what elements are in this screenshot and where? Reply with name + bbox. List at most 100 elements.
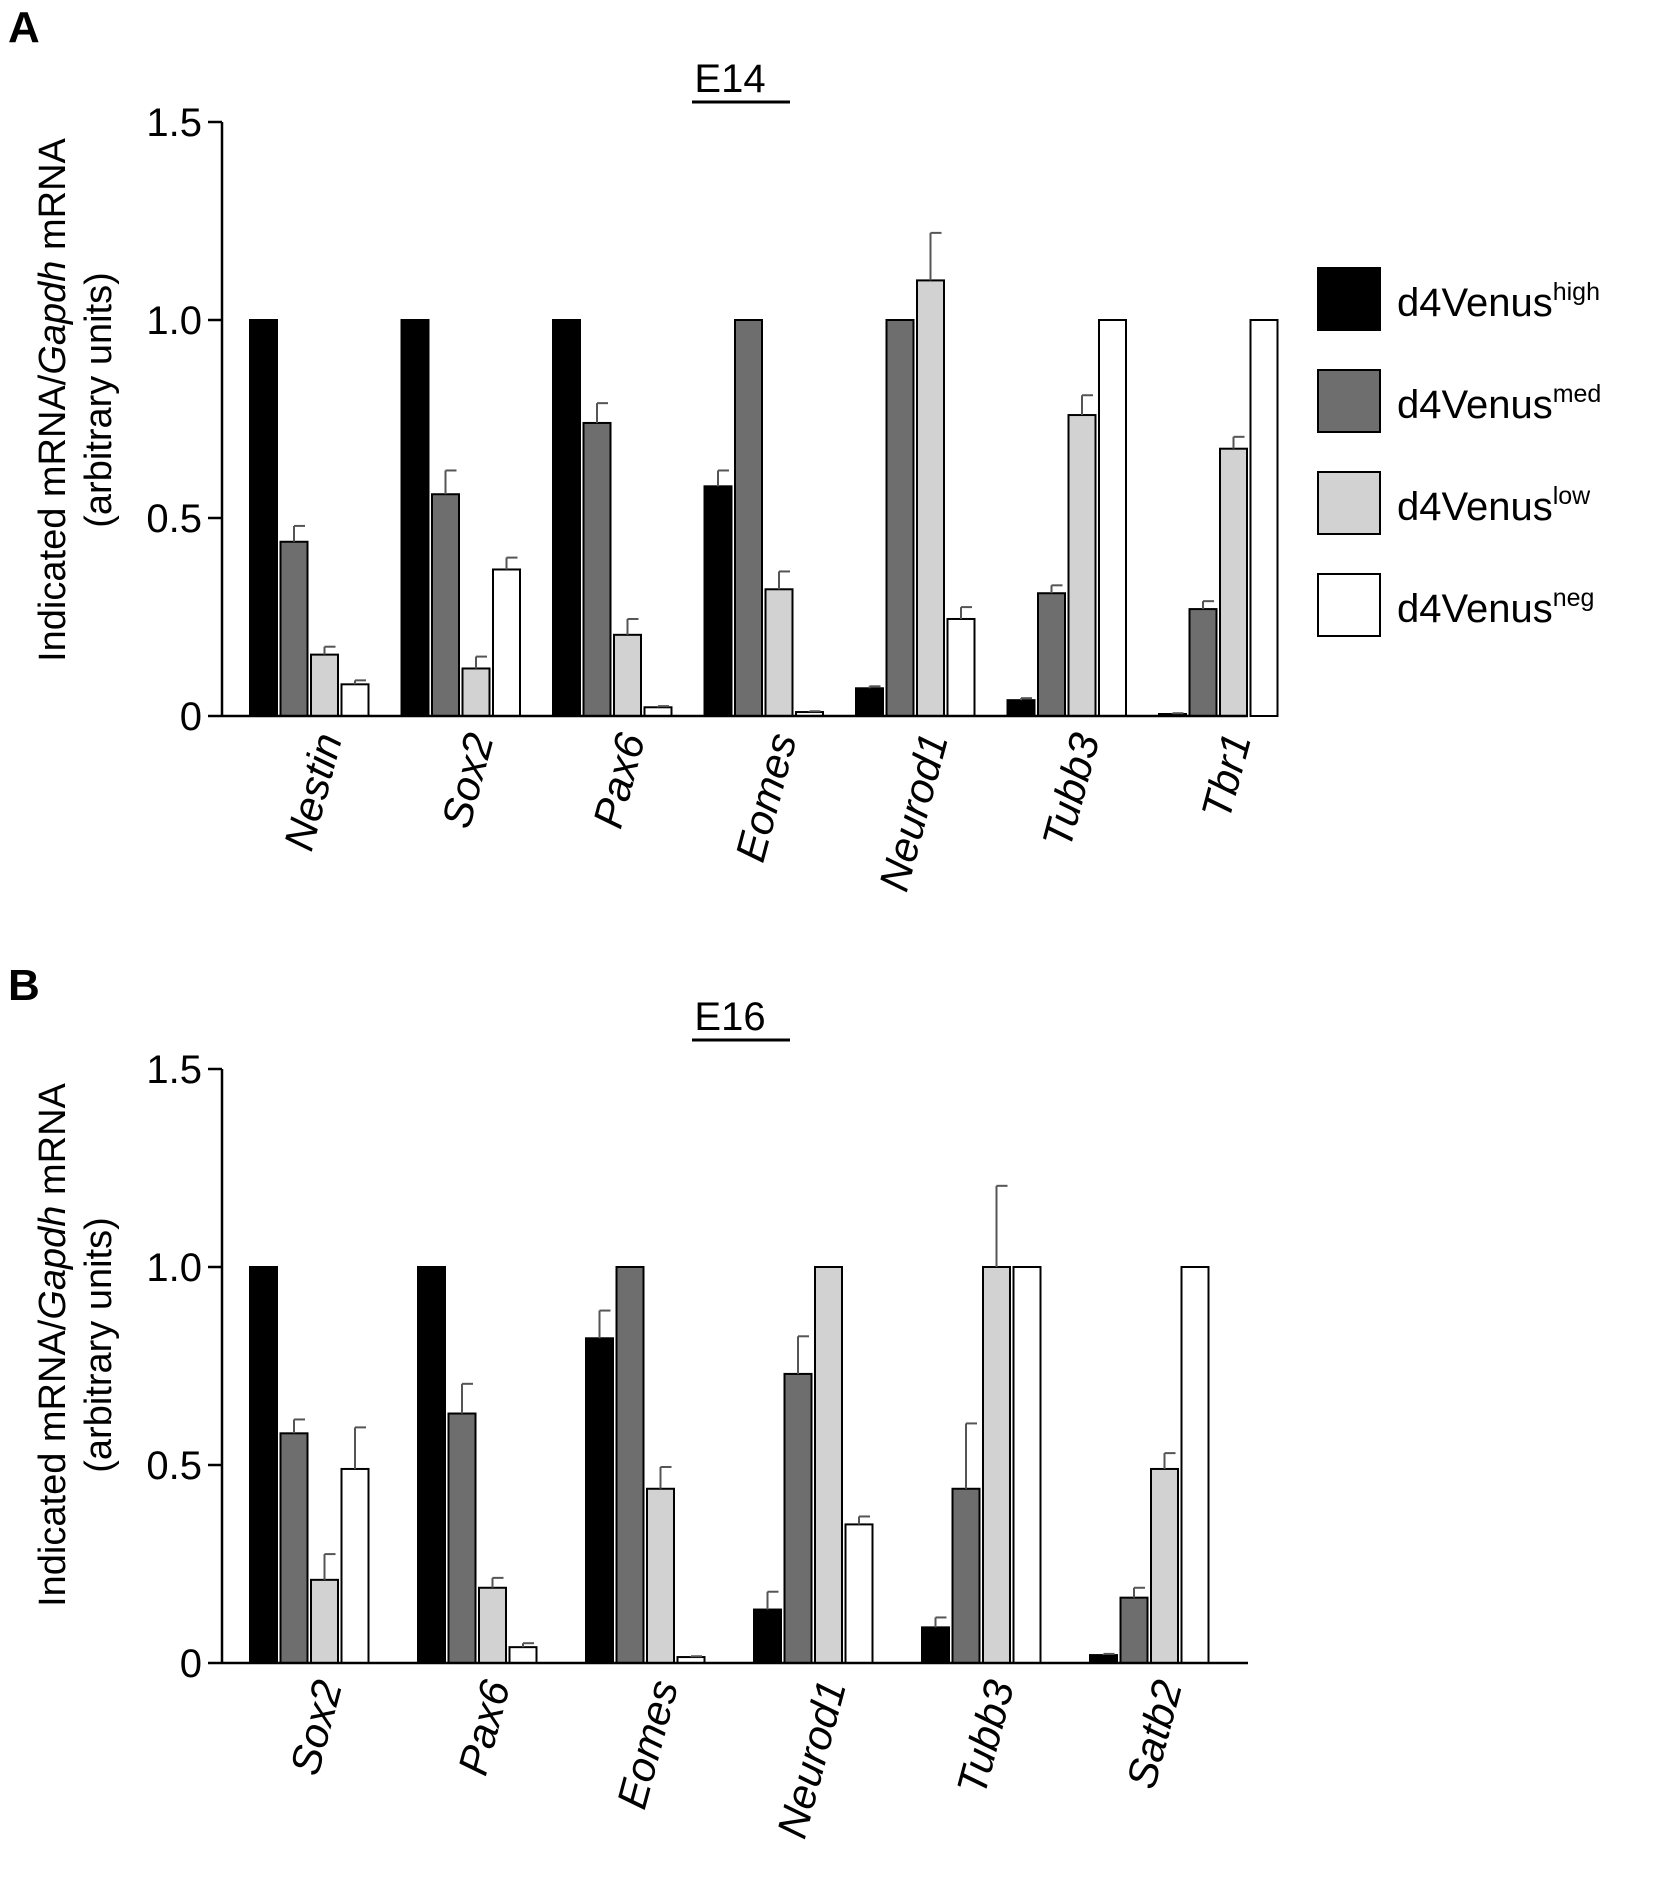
y-tick-label: 1.0 <box>146 299 202 343</box>
bar-group-nestin <box>249 319 370 718</box>
bar-satb2-low <box>1150 1467 1179 1664</box>
bar-satb2-neg <box>1180 1266 1210 1664</box>
y-tick-label: 0 <box>180 695 202 739</box>
bar-nestin-med <box>279 540 309 718</box>
y-tick-label: 0 <box>180 1642 202 1686</box>
y-tick-label: 1.0 <box>146 1246 202 1290</box>
bar-neurod1-med <box>783 1372 813 1665</box>
bar-neurod1-low <box>916 279 945 717</box>
x-tick-label-eomes: Eomes <box>608 1675 687 1813</box>
legend-item-high: d4Venushigh <box>1317 267 1600 331</box>
panel-label-a: A <box>8 3 40 52</box>
y-axis-label-b: Indicated mRNA/Gapdh mRNA (arbitrary uni… <box>32 1082 120 1606</box>
bar-group-tubb3 <box>1006 319 1127 717</box>
x-tick-label-sox2: Sox2 <box>281 1675 351 1780</box>
x-tick-label-neurod1: Neurod1 <box>768 1675 855 1843</box>
bar-neurod1-low <box>814 1266 843 1664</box>
legend-item-neg: d4Venusneg <box>1317 573 1594 637</box>
bar-group-sox2 <box>400 319 521 717</box>
legend-label-low: d4Venuslow <box>1397 482 1591 529</box>
bar-tubb3-low <box>982 1266 1011 1664</box>
bar-eomes-high <box>585 1337 614 1665</box>
legend-swatch-med <box>1317 369 1381 433</box>
bar-pax6-neg <box>643 706 673 718</box>
y-tick-label: 1.5 <box>146 1048 202 1092</box>
y-axis-label-line1: Indicated mRNA/Gapdh mRNA <box>32 137 74 661</box>
bars-group-b <box>249 1184 1210 1665</box>
bar-sox2-low <box>310 1578 339 1664</box>
panel-label-b: B <box>8 961 40 1010</box>
bar-tubb3-neg <box>1012 1266 1042 1664</box>
bar-tubb3-high <box>921 1626 950 1664</box>
bar-pax6-med <box>447 1412 477 1665</box>
bar-pax6-med <box>582 421 612 717</box>
bar-group-eomes <box>585 1266 706 1665</box>
bar-pax6-low <box>613 633 642 718</box>
legend-swatch-neg <box>1317 573 1381 637</box>
panel-b-chart: B E16 Indicated mRNA/Gapdh mRNA (arbitra… <box>8 961 1248 1843</box>
y-axis-label-a: Indicated mRNA/Gapdh mRNA (arbitrary uni… <box>32 137 120 661</box>
chart-title-e16: E16 <box>694 995 765 1039</box>
y-tick-label: 1.5 <box>146 101 202 145</box>
bar-neurod1-neg <box>946 617 976 717</box>
bar-tubb3-neg <box>1098 319 1127 717</box>
bar-tubb3-low <box>1067 414 1097 717</box>
x-tick-label-eomes: Eomes <box>726 728 805 866</box>
bar-tubb3-med <box>951 1487 981 1665</box>
legend: d4Venushigh d4Venusmed d4Venuslow d4Venu… <box>1317 267 1601 637</box>
bar-group-neurod1 <box>855 231 976 718</box>
legend-label-neg: d4Venusneg <box>1397 584 1594 631</box>
bar-sox2-low <box>461 667 491 717</box>
bar-pax6-high <box>417 1266 446 1664</box>
legend-label-med: d4Venusmed <box>1397 380 1601 427</box>
y-axis-label-line2: (arbitrary units) <box>78 1217 120 1473</box>
bar-neurod1-high <box>855 687 884 718</box>
bar-sox2-neg <box>340 1467 370 1664</box>
bar-sox2-neg <box>492 568 521 717</box>
axes-group-b: Sox2 Pax6 Eomes Neurod1 Tubb3 Satb2 0 0.5 1.0 1.5 <box>146 1048 1248 1843</box>
bar-nestin-low <box>310 653 339 717</box>
legend-item-med: d4Venusmed <box>1317 369 1601 433</box>
bar-tubb3-high <box>1006 699 1036 717</box>
bar-neurod1-high <box>753 1608 782 1665</box>
bar-eomes-low <box>764 588 794 718</box>
x-tick-label-tubb3: Tubb3 <box>1033 728 1108 852</box>
bar-group-eomes <box>703 319 824 718</box>
bar-nestin-high <box>249 319 278 717</box>
bar-neurod1-med <box>885 319 915 717</box>
y-tick-label: 0.5 <box>146 497 202 541</box>
bar-pax6-low <box>478 1586 507 1665</box>
bar-sox2-med <box>431 493 460 717</box>
x-tick-label-pax6: Pax6 <box>449 1675 519 1780</box>
bar-neurod1-neg <box>844 1523 874 1665</box>
bar-pax6-neg <box>508 1646 538 1665</box>
bar-sox2-high <box>400 319 430 717</box>
bar-tbr1-low <box>1219 447 1248 717</box>
bar-eomes-low <box>646 1487 675 1665</box>
bar-tbr1-med <box>1188 608 1218 718</box>
bar-pax6-high <box>552 319 581 717</box>
bar-group-sox2 <box>249 1266 370 1664</box>
legend-item-low: d4Venuslow <box>1317 471 1591 535</box>
y-tick-label: 0.5 <box>146 1444 202 1488</box>
bar-nestin-neg <box>340 683 370 718</box>
x-tick-label-nestin: Nestin <box>275 728 351 855</box>
bar-group-pax6 <box>417 1266 538 1665</box>
y-axis-label-line2: (arbitrary units) <box>78 272 120 528</box>
bars-group-a <box>249 231 1279 718</box>
x-tick-label-sox2: Sox2 <box>432 728 502 833</box>
chart-title-e14: E14 <box>694 57 765 101</box>
x-tick-label-satb2: Satb2 <box>1117 1675 1191 1793</box>
x-tick-label-neurod1: Neurod1 <box>870 728 957 896</box>
bar-sox2-med <box>279 1432 309 1664</box>
x-tick-label-tubb3: Tubb3 <box>948 1675 1023 1799</box>
bar-eomes-med <box>615 1266 645 1664</box>
bar-tbr1-neg <box>1249 319 1279 717</box>
legend-swatch-high <box>1317 267 1381 331</box>
x-tick-label-tbr1: Tbr1 <box>1192 728 1260 824</box>
x-tick-label-pax6: Pax6 <box>584 728 654 833</box>
bar-satb2-med <box>1119 1596 1149 1665</box>
bar-group-satb2 <box>1089 1266 1210 1665</box>
y-axis-label-line1: Indicated mRNA/Gapdh mRNA <box>32 1082 74 1606</box>
